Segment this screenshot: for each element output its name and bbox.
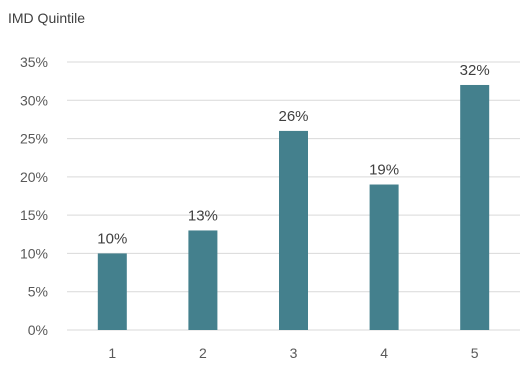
y-tick-label: 35% — [20, 54, 48, 70]
bar — [279, 130, 308, 330]
x-tick-label: 1 — [108, 345, 116, 361]
y-tick-label: 5% — [28, 284, 48, 300]
x-tick-label: 5 — [471, 345, 479, 361]
y-axis-ticks: 0% 5% 10% 15% 20% 25% 30% 35% — [20, 54, 48, 338]
x-axis-ticks: 1 2 3 4 5 — [108, 345, 478, 361]
y-tick-label: 15% — [20, 207, 48, 223]
x-tick-label: 3 — [290, 345, 298, 361]
bar — [369, 184, 399, 330]
bar — [97, 253, 127, 330]
data-label: 19% — [369, 162, 399, 179]
chart-title: IMD Quintile — [8, 10, 86, 26]
y-tick-label: 10% — [20, 245, 48, 261]
data-label: 32% — [460, 62, 490, 79]
y-tick-label: 25% — [20, 131, 48, 147]
y-tick-label: 20% — [20, 169, 48, 185]
x-tick-label: 4 — [380, 345, 388, 361]
data-label: 26% — [278, 108, 308, 125]
y-tick-label: 30% — [20, 92, 48, 108]
bars — [97, 84, 490, 330]
bar — [460, 84, 490, 330]
bar — [188, 230, 218, 330]
x-tick-label: 2 — [199, 345, 207, 361]
data-label: 10% — [97, 230, 127, 247]
data-labels: 10% 13% 26% 19% 32% — [97, 62, 489, 247]
y-tick-label: 0% — [28, 322, 48, 338]
data-label: 13% — [188, 207, 218, 224]
